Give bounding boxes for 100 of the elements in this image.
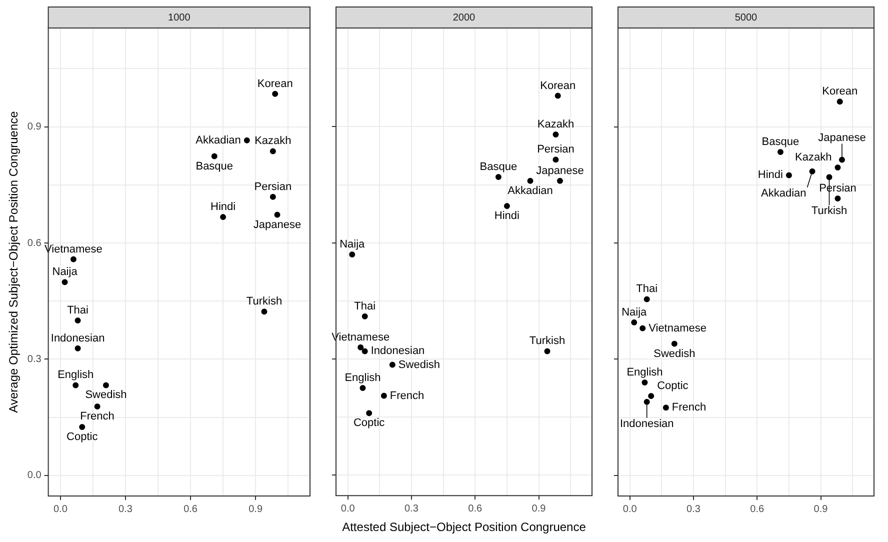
x-tick-label: 0.6 bbox=[468, 503, 483, 514]
point bbox=[552, 156, 559, 163]
point bbox=[556, 178, 563, 184]
point bbox=[389, 362, 396, 368]
point bbox=[495, 174, 502, 180]
point bbox=[362, 313, 368, 320]
series-label: Turkish bbox=[246, 296, 282, 308]
point bbox=[70, 256, 76, 262]
x-tick-label: 0.9 bbox=[814, 504, 828, 515]
point bbox=[360, 384, 366, 391]
point bbox=[834, 195, 841, 202]
chart-title: 1000 bbox=[168, 12, 191, 24]
series-label: Akkadian bbox=[196, 134, 241, 146]
series-label: Japanese bbox=[253, 218, 302, 231]
point bbox=[544, 348, 550, 354]
x-tick-label: 0.3 bbox=[686, 504, 701, 515]
point bbox=[644, 398, 650, 405]
point bbox=[662, 404, 669, 411]
series-label: French bbox=[80, 410, 114, 423]
point bbox=[94, 404, 100, 410]
series-label: English bbox=[344, 372, 381, 384]
series-label: Coptic bbox=[657, 380, 689, 392]
point bbox=[836, 98, 843, 105]
series-label: Persian bbox=[254, 180, 292, 193]
point bbox=[838, 156, 845, 163]
point bbox=[648, 393, 654, 400]
series-label: Akkadian bbox=[508, 184, 553, 197]
point bbox=[826, 174, 832, 180]
series-label: Basque bbox=[480, 161, 518, 174]
point bbox=[786, 172, 792, 178]
y-tick-label: 0.9 bbox=[27, 122, 42, 133]
x-tick-label: 0.6 bbox=[184, 504, 198, 515]
x-tick-label: 0.9 bbox=[532, 503, 546, 514]
point bbox=[504, 203, 510, 210]
point bbox=[79, 424, 86, 430]
point bbox=[244, 137, 250, 144]
series-label: Hindi bbox=[210, 201, 236, 214]
point bbox=[642, 379, 648, 386]
series-label: Turkish bbox=[529, 335, 566, 348]
y-tick-label: 0.6 bbox=[27, 238, 42, 249]
point bbox=[72, 382, 79, 388]
series-label: Thai bbox=[67, 304, 88, 317]
point bbox=[834, 164, 841, 170]
series-label: Indonesian bbox=[50, 332, 105, 344]
series-label: Hindi bbox=[494, 210, 520, 222]
point bbox=[211, 153, 218, 160]
series-label: Basque bbox=[762, 136, 800, 148]
point bbox=[220, 214, 226, 220]
x-tick-label: 0.0 bbox=[53, 504, 68, 515]
series-label: Naija bbox=[340, 238, 366, 250]
x-tick-label: 0.3 bbox=[404, 503, 419, 514]
series-label: Japanese bbox=[818, 132, 866, 144]
x-axis-title: Attested Subject−Object Position Congruence bbox=[342, 520, 586, 534]
series-label: Korean bbox=[257, 78, 293, 90]
series-label: English bbox=[58, 369, 94, 382]
point bbox=[640, 325, 646, 332]
point bbox=[777, 148, 784, 155]
point bbox=[270, 148, 276, 154]
chart-title: 5000 bbox=[734, 12, 758, 24]
point bbox=[272, 90, 278, 97]
x-tick-label: 0.3 bbox=[118, 504, 133, 515]
series-label: Thai bbox=[636, 283, 658, 296]
series-label: Swedish bbox=[85, 389, 127, 402]
point bbox=[631, 319, 638, 326]
series-label: Naija bbox=[52, 266, 78, 278]
point bbox=[358, 344, 364, 350]
x-tick-label: 0.9 bbox=[248, 504, 263, 515]
series-label: Persian bbox=[537, 144, 574, 156]
y-tick-label: 0.3 bbox=[27, 354, 42, 365]
point bbox=[74, 318, 81, 324]
point bbox=[809, 168, 816, 174]
point bbox=[62, 279, 68, 286]
point bbox=[270, 194, 276, 200]
series-label: Swedish bbox=[398, 358, 440, 371]
series-label: Naija bbox=[622, 306, 648, 318]
point bbox=[261, 308, 268, 315]
x-tick-label: 0.6 bbox=[750, 504, 765, 515]
series-label: Kazakh bbox=[537, 118, 574, 130]
series-label: Swedish bbox=[654, 348, 696, 360]
series-label: English bbox=[626, 366, 663, 379]
chart-title: 2000 bbox=[452, 12, 476, 24]
series-label: Thai bbox=[354, 300, 376, 312]
point bbox=[552, 131, 559, 138]
series-label: Kazakh bbox=[254, 135, 292, 148]
series-label: French bbox=[390, 390, 424, 402]
series-label: Akkadian bbox=[761, 187, 806, 200]
series-label: Indonesian bbox=[370, 345, 425, 358]
series-label: French bbox=[672, 402, 706, 414]
point bbox=[671, 340, 678, 347]
y-axis-title: Average Optimized Subject−Object Position Congruence bbox=[6, 110, 21, 413]
x-tick-label: 0.0 bbox=[622, 504, 638, 515]
point bbox=[102, 382, 109, 388]
legend-label: Kazakh bbox=[795, 152, 832, 164]
x-tick-label: 0.0 bbox=[340, 503, 356, 514]
series-label: Japanese bbox=[536, 164, 584, 177]
series-label: Indonesian bbox=[620, 418, 674, 430]
series-label: Korean bbox=[822, 86, 858, 98]
series-label: Hindi bbox=[758, 169, 783, 182]
point bbox=[349, 251, 356, 258]
point bbox=[554, 92, 561, 99]
